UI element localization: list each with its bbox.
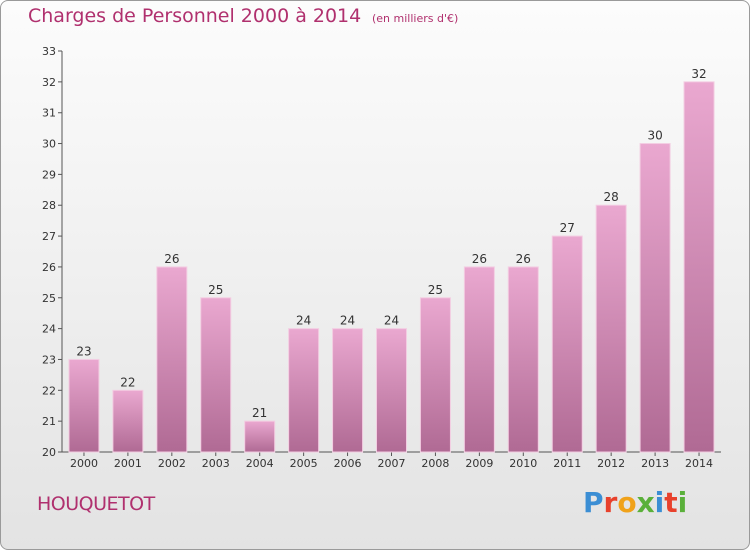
x-tick-label: 2010	[509, 457, 537, 470]
bar	[332, 328, 364, 453]
bar	[200, 297, 232, 453]
y-tick-label: 21	[42, 415, 56, 428]
x-tick-label: 2008	[421, 457, 449, 470]
bar	[112, 389, 144, 453]
x-tick-label: 2001	[114, 457, 142, 470]
data-label: 24	[384, 314, 399, 328]
data-label: 24	[340, 314, 355, 328]
data-label: 26	[472, 252, 487, 266]
bar	[244, 420, 276, 453]
bar	[156, 266, 188, 453]
x-tick-label: 2006	[334, 457, 362, 470]
x-tick-label: 2011	[553, 457, 581, 470]
y-tick-label: 26	[42, 261, 56, 274]
data-label: 32	[691, 67, 706, 81]
bar	[639, 143, 671, 453]
bar	[288, 328, 320, 453]
y-tick-label: 28	[42, 199, 56, 212]
y-tick-label: 31	[42, 107, 56, 120]
y-tick-label: 29	[42, 168, 56, 181]
y-tick-label: 30	[42, 138, 56, 151]
y-tick-label: 24	[42, 323, 56, 336]
chart-subtitle: (en milliers d'€)	[372, 12, 459, 25]
logo-letter: o	[617, 486, 637, 519]
x-tick-label: 2013	[641, 457, 669, 470]
x-tick-label: 2002	[158, 457, 186, 470]
bar	[683, 81, 715, 453]
logo-letter: i	[654, 486, 665, 519]
logo-letter: t	[664, 486, 678, 519]
y-tick-label: 27	[42, 230, 56, 243]
x-tick-label: 2005	[290, 457, 318, 470]
data-label: 23	[76, 344, 91, 358]
x-tick-label: 2004	[246, 457, 274, 470]
proxiti-logo[interactable]: Proxiti	[583, 486, 687, 519]
bar	[507, 266, 539, 453]
data-label: 30	[647, 129, 662, 143]
logo-letter: i	[677, 486, 688, 519]
bar	[551, 235, 583, 453]
x-tick-label: 2009	[465, 457, 493, 470]
x-tick-label: 2007	[378, 457, 406, 470]
y-tick-label: 20	[42, 446, 56, 459]
x-tick-label: 2003	[202, 457, 230, 470]
bar	[68, 358, 100, 453]
data-label: 26	[164, 252, 179, 266]
chart-title: Charges de Personnel 2000 à 2014	[28, 5, 362, 27]
x-tick-label: 2014	[685, 457, 713, 470]
bar	[595, 204, 627, 453]
commune-name: HOUQUETOT	[37, 493, 155, 515]
y-tick-label: 22	[42, 384, 56, 397]
data-label: 22	[120, 375, 135, 389]
y-tick-label: 25	[42, 292, 56, 305]
data-label: 25	[428, 283, 443, 297]
data-label: 28	[604, 190, 619, 204]
data-label: 26	[516, 252, 531, 266]
data-label: 25	[208, 283, 223, 297]
bar	[376, 328, 407, 453]
bar	[463, 266, 495, 453]
y-tick-label: 33	[42, 45, 56, 58]
logo-letter: x	[636, 486, 655, 519]
y-tick-label: 23	[42, 353, 56, 366]
x-tick-label: 2000	[70, 457, 98, 470]
data-label: 21	[252, 406, 267, 420]
logo-letter: P	[583, 486, 604, 519]
data-label: 24	[296, 314, 311, 328]
data-label: 27	[560, 221, 575, 235]
bar	[419, 297, 451, 453]
x-tick-label: 2012	[597, 457, 625, 470]
logo-letter: r	[603, 486, 618, 519]
y-tick-label: 32	[42, 76, 56, 89]
